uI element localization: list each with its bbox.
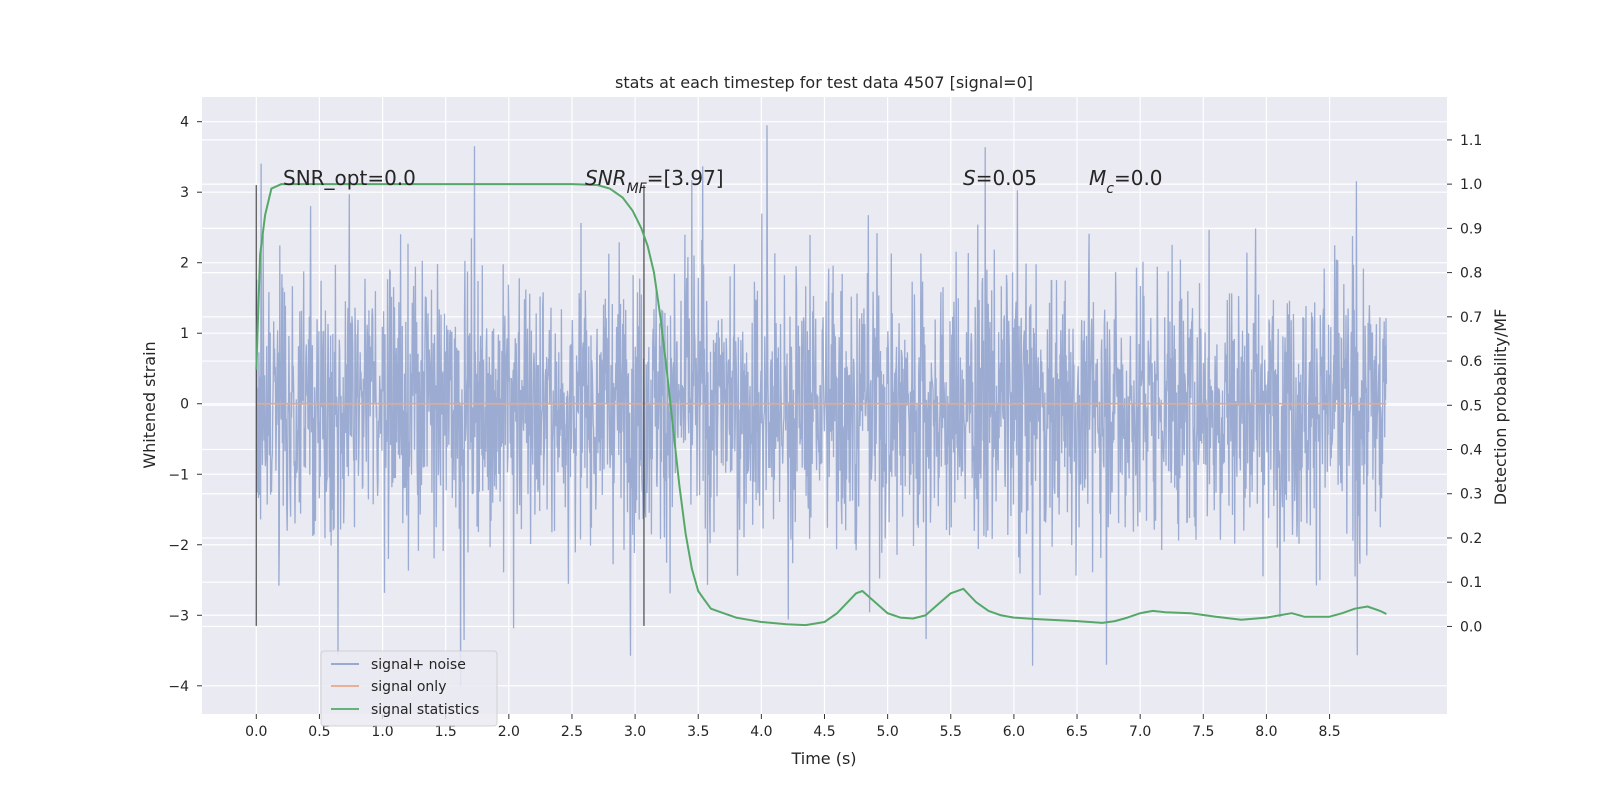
series-signal-noise — [255, 125, 1388, 686]
y2-axis-title: Detection probability/MF — [1491, 309, 1510, 506]
x-tick-label: 4.0 — [750, 724, 772, 740]
x-tick-label: 4.5 — [813, 724, 835, 740]
x-tick-label: 7.0 — [1129, 724, 1151, 740]
annotation-snr-mf-sub: MF — [627, 181, 648, 197]
chart-title: stats at each timestep for test data 450… — [615, 73, 1033, 92]
annotation-mc-value: =0.0 — [1114, 166, 1163, 190]
x-tick-label: 1.5 — [435, 724, 457, 740]
x-tick-label: 6.5 — [1066, 724, 1088, 740]
x-tick-label: 1.0 — [371, 724, 393, 740]
x-tick-label: 6.0 — [1003, 724, 1025, 740]
line-signal-noise — [255, 125, 1388, 686]
x-tick-label: 8.5 — [1318, 724, 1340, 740]
y-tick-label: −3 — [168, 608, 189, 624]
y-tick-label: 2 — [180, 256, 189, 272]
line-signal-statistics — [255, 183, 1387, 627]
y-tick-label: −1 — [168, 467, 189, 483]
annotation-snr-opt: SNR_opt=0.0 — [283, 166, 416, 190]
y2-tick-label: 1.0 — [1460, 177, 1482, 193]
annotations: SNR_opt=0.0 SNRMF=[3.97] S=0.05 Mc=0.0 — [283, 166, 1163, 197]
y-tick-label: 0 — [180, 397, 189, 413]
axis-ticks: 0.0 0.5 1.0 1.5 2.0 2.5 3.0 3.5 4.0 4.5 5.0 5.5 6.0 6… — [168, 115, 1482, 740]
y2-tick-label: 0.3 — [1460, 487, 1482, 503]
legend-label-signal-noise: signal+ noise — [371, 657, 466, 673]
y2-tick-label: 0.5 — [1460, 398, 1482, 414]
y-tick-label: 4 — [180, 115, 189, 131]
x-tick-label: 3.0 — [624, 724, 646, 740]
x-tick-label: 8.0 — [1255, 724, 1277, 740]
y2-tick-label: 1.1 — [1460, 133, 1482, 149]
x-tick-label: 3.5 — [687, 724, 709, 740]
y-tick-label: −4 — [168, 679, 189, 695]
legend-label-signal-statistics: signal statistics — [371, 702, 479, 718]
vertical-markers — [255, 185, 645, 626]
annotation-snr-mf-value: =[3.97] — [647, 166, 724, 190]
y2-tick-label: 0.0 — [1460, 619, 1482, 635]
y2-tick-label: 0.2 — [1460, 531, 1482, 547]
x-tick-label: 0.5 — [308, 724, 330, 740]
legend-label-signal-only: signal only — [371, 679, 446, 695]
x-tick-label: 0.0 — [245, 724, 267, 740]
y2-tick-label: 0.6 — [1460, 354, 1482, 370]
y2-tick-label: 0.1 — [1460, 575, 1482, 591]
legend: signal+ noise signal only signal statist… — [320, 650, 498, 727]
y-tick-label: 3 — [180, 185, 189, 201]
x-axis-title: Time (s) — [790, 749, 856, 768]
x-tick-label: 7.5 — [1192, 724, 1214, 740]
x-tick-label: 2.5 — [561, 724, 583, 740]
y-axis-title: Whitened strain — [140, 341, 159, 468]
annotation-mc: Mc=0.0 — [1089, 166, 1163, 197]
y2-tick-label: 0.4 — [1460, 443, 1482, 459]
y-tick-label: −2 — [168, 538, 189, 554]
series-signal-statistics — [255, 183, 1387, 627]
y-tick-label: 1 — [180, 326, 189, 342]
y2-tick-label: 0.8 — [1460, 266, 1482, 282]
x-tick-label: 2.0 — [498, 724, 520, 740]
x-tick-label: 5.5 — [940, 724, 962, 740]
x-tick-label: 5.0 — [877, 724, 899, 740]
annotation-mc-label: M — [1089, 166, 1106, 190]
annotation-snr-mf: SNRMF=[3.97] — [585, 166, 724, 197]
y2-tick-label: 0.7 — [1460, 310, 1482, 326]
y2-tick-label: 0.9 — [1460, 221, 1482, 237]
legend-box — [320, 650, 498, 727]
annotation-s-value: =0.05 — [976, 166, 1037, 190]
annotation-snr-mf-label: SNR — [585, 166, 627, 190]
annotation-s-label: S — [963, 166, 976, 190]
annotation-s: S=0.05 — [963, 166, 1037, 190]
annotation-mc-sub: c — [1106, 181, 1114, 197]
